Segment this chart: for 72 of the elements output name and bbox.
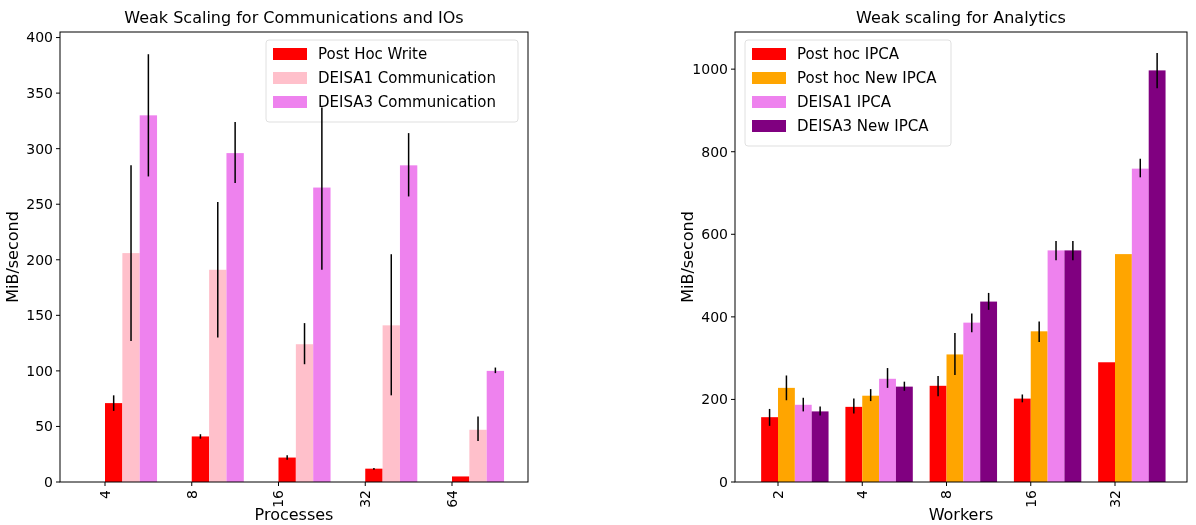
bar [365,468,383,482]
legend-label: Post Hoc Write [318,45,428,64]
y-tick-label: 0 [719,473,728,490]
y-tick-label: 1000 [692,61,728,78]
bar [778,387,795,482]
y-tick-label: 350 [26,85,53,102]
bar [1098,362,1115,482]
chart-title: Weak scaling for Analytics [856,8,1066,27]
y-axis-title: MiB/second [3,211,22,303]
bar [1030,331,1048,482]
x-tick-label: 4 [96,489,113,499]
x-axis-title: Processes [254,505,334,524]
bar [1047,250,1065,482]
x-tick-label: 16 [1022,489,1039,508]
x-tick-label: 64 [443,489,460,508]
x-axis-title: Workers [928,505,994,524]
y-tick-label: 200 [26,251,53,268]
y-tick-label: 600 [701,226,728,243]
legend-label: DEISA1 IPCA [797,93,892,112]
bar [963,322,981,482]
y-tick-label: 150 [26,307,53,324]
bar [761,417,778,482]
legend-label: DEISA3 New IPCA [797,117,930,136]
bar [209,269,227,482]
bar [122,253,140,482]
bar [469,429,487,482]
legend-label: DEISA3 Communication [318,93,497,112]
bar [895,386,913,482]
bar [1148,70,1166,482]
y-tick-label: 400 [701,308,728,325]
y-axis-title: MiB/second [678,211,697,303]
x-tick-label: 16 [270,489,287,508]
x-tick-label: 4 [854,489,871,499]
bar [313,187,331,482]
bar [399,165,418,482]
bar [295,344,314,482]
bar [486,370,505,482]
bar [811,411,829,482]
bar [794,404,812,482]
bar [278,457,296,482]
bar [191,436,210,482]
x-tick-label: 8 [183,490,200,499]
y-tick-label: 800 [701,143,728,160]
bar [929,385,947,482]
bar [382,325,400,482]
y-tick-label: 300 [26,140,53,157]
y-tick-label: 400 [26,29,53,46]
legend-label: DEISA1 Communication [318,69,497,88]
x-tick-label: 2 [769,490,786,499]
bar [845,406,863,482]
bar [1131,168,1149,482]
bar [139,115,158,482]
y-tick-label: 250 [26,196,53,213]
legend-label: Post hoc New IPCA [797,69,938,88]
y-tick-label: 200 [701,391,728,408]
bar [105,403,123,482]
y-tick-label: 0 [44,473,53,490]
bar [980,301,998,482]
bar [879,378,896,482]
x-tick-label: 32 [1106,490,1123,508]
bar [226,153,244,482]
bar [1064,250,1082,482]
x-tick-label: 8 [938,490,955,499]
bar [862,395,880,482]
bar [946,354,964,482]
bar [1013,398,1031,482]
bar [1115,254,1132,482]
legend-label: Post hoc IPCA [797,45,900,64]
x-tick-label: 32 [357,490,374,508]
chart-title: Weak Scaling for Communications and IOs [124,8,464,27]
y-tick-label: 100 [26,362,53,379]
y-tick-label: 50 [35,418,53,435]
